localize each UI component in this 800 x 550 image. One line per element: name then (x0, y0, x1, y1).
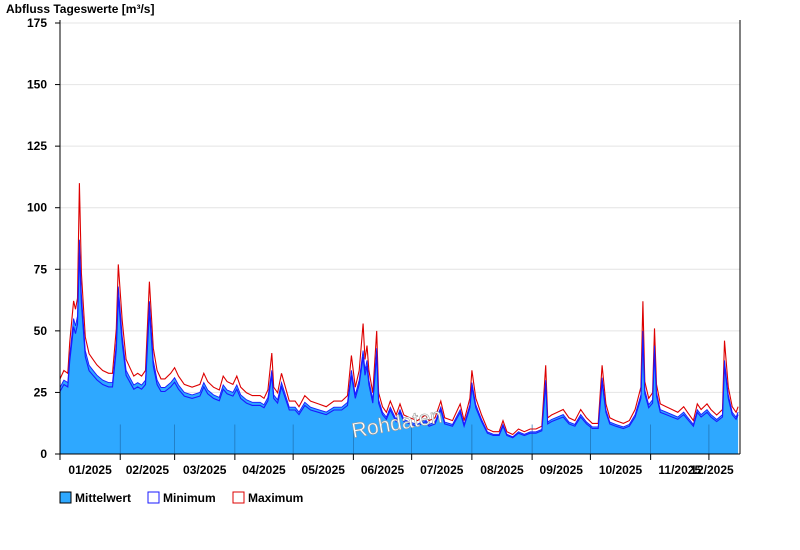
x-tick-label-4: 04/2025 (242, 463, 286, 477)
chart-title: Abfluss Tageswerte [m³/s] (6, 2, 154, 16)
x-tick-label-8: 08/2025 (480, 463, 524, 477)
x-tick-label-1: 01/2025 (68, 463, 112, 477)
legend-label-mittelwert: Mittelwert (75, 491, 131, 505)
x-tick-label-9: 09/2025 (540, 463, 584, 477)
y-tick-label-0: 0 (40, 447, 47, 461)
legend-label-minimum: Minimum (163, 491, 216, 505)
x-tick-label-11: 11/2025 (658, 463, 701, 477)
x-tick-label-6: 06/2025 (361, 463, 405, 477)
y-tick-label-125: 125 (27, 139, 47, 153)
legend-swatch-minimum (147, 491, 160, 504)
y-tick-label-50: 50 (34, 324, 48, 338)
x-tick-label-2: 02/2025 (126, 463, 170, 477)
legend-label-maximum: Maximum (248, 491, 303, 505)
y-tick-label-25: 25 (34, 385, 48, 399)
y-tick-label-175: 175 (27, 16, 47, 30)
series-mittelwert-edge (59, 239, 739, 438)
y-tick-label-150: 150 (27, 78, 47, 92)
x-tick-label-10: 10/2025 (599, 463, 643, 477)
y-tick-label-100: 100 (27, 201, 47, 215)
x-tick-label-3: 03/2025 (183, 463, 227, 477)
legend-swatch-mittelwert (59, 491, 72, 504)
x-tick-label-5: 05/2025 (302, 463, 346, 477)
plot-area (59, 183, 739, 454)
series-mittelwert-area (60, 239, 739, 454)
x-tick-label-12: 12/2025 (690, 463, 734, 477)
axes: 0 25 50 75 100 125 150 175 01/2025 02/2025 03/2025… (27, 16, 741, 477)
x-tick-label-7: 07/2025 (420, 463, 464, 477)
legend-swatch-maximum (232, 491, 245, 504)
y-tick-label-75: 75 (34, 262, 48, 276)
grid-lines (60, 22, 740, 393)
legend: Mittelwert Minimum Maximum (59, 491, 303, 505)
